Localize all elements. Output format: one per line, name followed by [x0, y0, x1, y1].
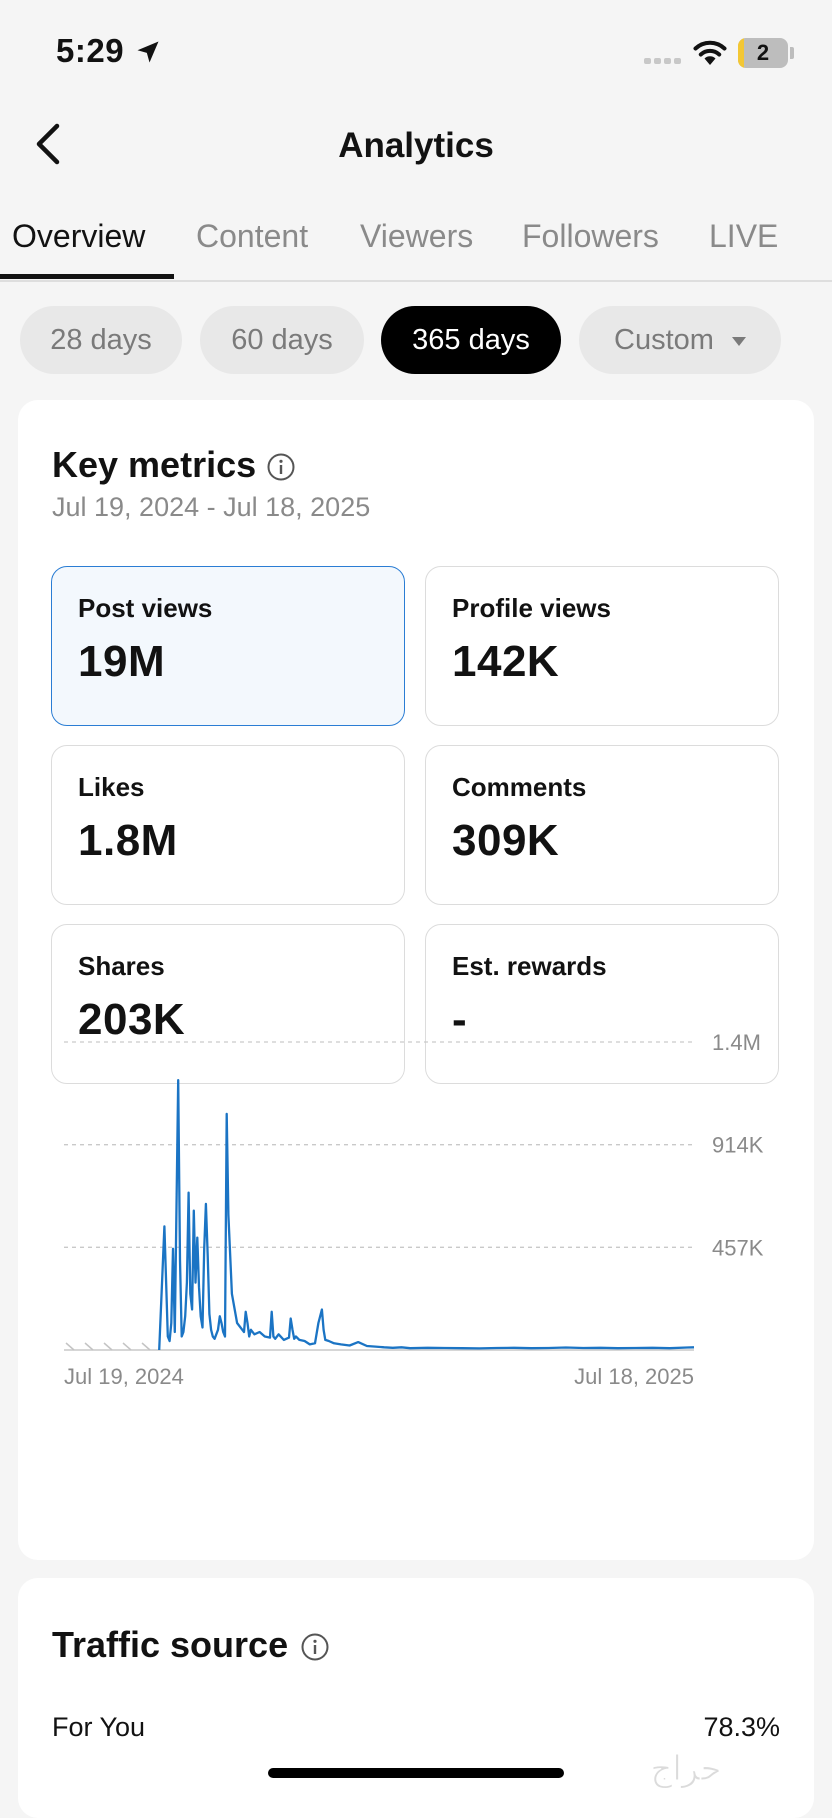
tab-live[interactable]: LIVE [709, 218, 779, 254]
tab-followers[interactable]: Followers [522, 218, 659, 254]
traffic-source-title: Traffic source [52, 1624, 289, 1665]
watermark-logo: حراج [650, 1749, 722, 1790]
page-title: Analytics [338, 126, 494, 165]
x-tick-label-end: Jul 18, 2025 [574, 1364, 694, 1389]
chevron-left-icon [36, 123, 60, 165]
caret-down-icon [731, 336, 746, 346]
key-metrics-title: Key metrics [52, 444, 257, 485]
wifi-icon [693, 40, 727, 65]
metric-profile-views[interactable]: Profile views 142K [425, 566, 779, 726]
metric-label: Comments [452, 772, 587, 802]
metric-value: 142K [452, 637, 560, 686]
post-views-line [158, 1079, 695, 1351]
tab-viewers[interactable]: Viewers [360, 218, 474, 254]
metric-value: 309K [452, 816, 560, 865]
status-time: 5:29 [56, 32, 125, 69]
period-365-days[interactable]: 365 days [381, 306, 561, 374]
date-range: Jul 19, 2024 - Jul 18, 2025 [52, 492, 371, 522]
metric-label: Likes [78, 772, 145, 802]
metric-post-views[interactable]: Post views 19M [51, 566, 405, 726]
battery-label: 2 [756, 40, 770, 65]
active-tab-indicator [0, 274, 174, 279]
y-tick-label: 457K [712, 1235, 764, 1260]
metric-comments[interactable]: Comments 309K [425, 745, 779, 905]
traffic-source-card: Traffic source For You 78.3% [18, 1578, 814, 1818]
traffic-source-name: For You [52, 1712, 146, 1742]
no-data-hatch [65, 1342, 75, 1351]
status-bar: 5:29 2 [0, 0, 832, 100]
traffic-row: For You 78.3% [52, 1712, 780, 1752]
y-tick-label: 914K [712, 1133, 764, 1158]
tab-content[interactable]: Content [196, 218, 309, 254]
info-icon[interactable] [300, 1632, 330, 1662]
no-data-hatch [103, 1342, 113, 1351]
metric-label: Shares [78, 951, 165, 981]
post-views-chart: 1.4M 914K 457K Jul 19, 2024 Jul 18, 2025 [18, 1000, 814, 1420]
info-icon[interactable] [266, 452, 296, 482]
metric-value: 1.8M [78, 816, 178, 865]
battery-level [738, 38, 744, 68]
back-button[interactable] [24, 116, 72, 172]
home-indicator [268, 1768, 564, 1778]
no-data-hatch [84, 1342, 94, 1351]
battery-icon: 2 [738, 38, 788, 68]
period-custom-label: Custom [614, 323, 714, 356]
traffic-source-percent: 78.3% [703, 1712, 780, 1742]
period-28-days[interactable]: 28 days [20, 306, 182, 374]
y-tick-label: 1.4M [712, 1030, 761, 1055]
metric-value: - [452, 995, 468, 1044]
metric-likes[interactable]: Likes 1.8M [51, 745, 405, 905]
line-chart: 1.4M 914K 457K Jul 19, 2024 Jul 18, 2025 [64, 1030, 764, 1389]
signal-icon [644, 58, 681, 64]
x-tick-label-start: Jul 19, 2024 [64, 1364, 184, 1389]
svg-text:حراج: حراج [650, 1749, 721, 1789]
period-custom-dropdown[interactable]: Custom [579, 306, 781, 374]
metric-label: Est. rewards [452, 951, 607, 981]
location-arrow-icon [137, 41, 159, 63]
tab-overview[interactable]: Overview [12, 218, 146, 254]
metric-est-rewards[interactable]: Est. rewards - [425, 924, 779, 1084]
no-data-hatch [122, 1342, 132, 1351]
no-data-hatch [141, 1342, 151, 1351]
metric-label: Post views [78, 593, 213, 623]
battery-cap [790, 47, 794, 59]
metric-shares[interactable]: Shares 203K [51, 924, 405, 1084]
metric-label: Profile views [452, 593, 611, 623]
metric-value: 203K [78, 995, 186, 1044]
period-60-days[interactable]: 60 days [200, 306, 364, 374]
tab-bar: Overview Content Viewers Followers LIVE [0, 206, 832, 282]
key-metrics-card: Key metrics Jul 19, 2024 - Jul 18, 2025 … [18, 400, 814, 1560]
tabs-fade [772, 206, 832, 278]
metric-value: 19M [78, 637, 166, 686]
